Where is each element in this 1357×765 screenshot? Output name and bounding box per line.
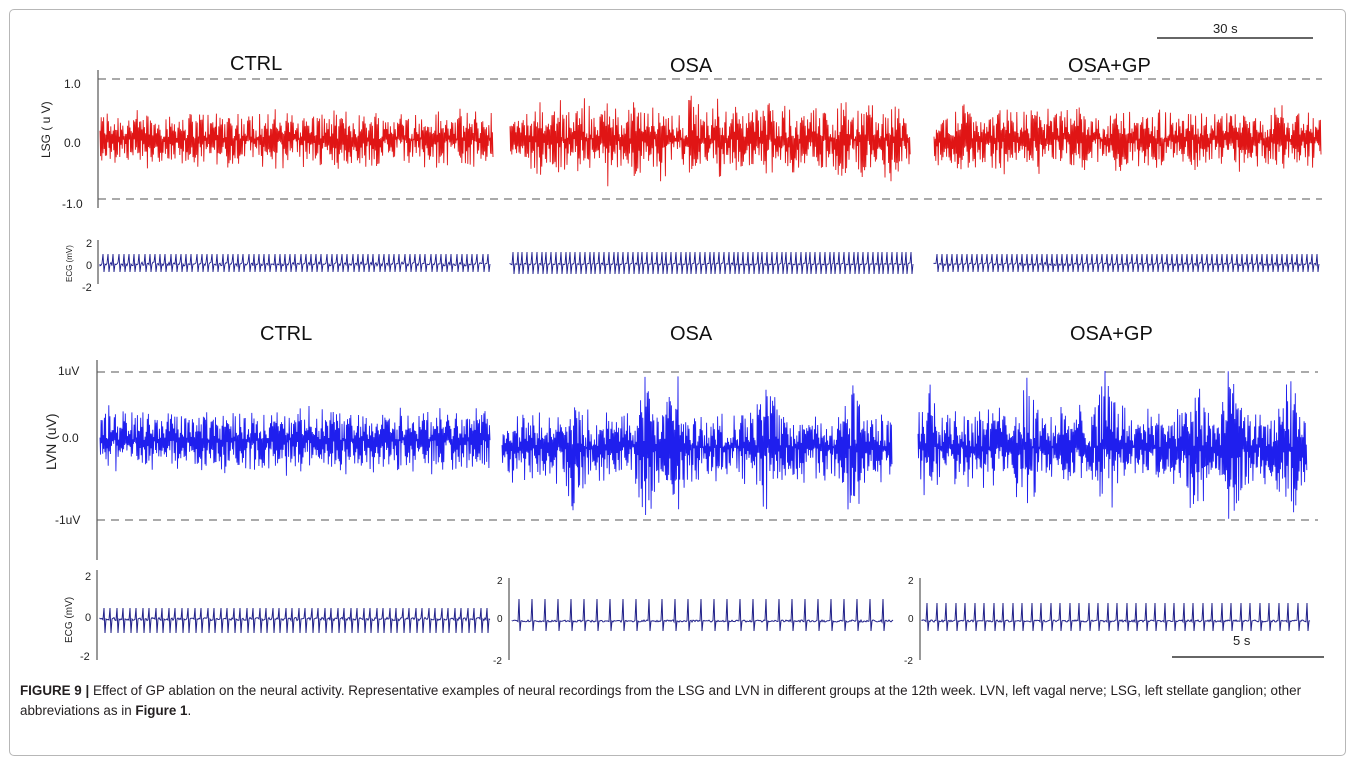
ecg-bottom-ytick-bot: -2 [80,651,90,663]
lvn-ytick-top: 1uV [58,364,79,378]
lsg-trace-ctrl [99,108,494,169]
ecg-bottom-osagp-ytick-top: 2 [908,576,914,587]
lvn-ytick-mid: 0.0 [62,431,79,445]
lvn-ytick-bot: -1uV [55,513,80,527]
lsg-ytick-mid: 0.0 [64,136,81,150]
lvn-title-osagp: OSA+GP [1070,323,1153,345]
lsg-panel: 30 s CTRL OSA OSA+GP 1.0 0.0 -1.0 LSG ( … [39,21,1322,294]
ecg-bottom-osagp-ytick-bot: -2 [904,656,913,667]
caption-figure-ref[interactable]: Figure 1 [135,703,188,718]
lvn-title-osa: OSA [670,323,713,345]
lsg-scale-bar-label: 30 s [1213,21,1238,36]
ecg-top-ytick-top: 2 [86,238,92,250]
caption-end: . [187,703,192,718]
lvn-trace-ctrl [99,405,491,476]
lsg-trace-osagp [933,104,1322,175]
ecg-top-ytick-mid: 0 [86,260,92,272]
lsg-ylabel: LSG ( u V) [39,101,53,158]
ecg-bottom-trace-osa [511,598,894,632]
ecg-bottom-trace-ctrl [99,607,491,634]
lvn-ylabel: LVN (uV) [43,413,59,470]
ecg-bottom-osa-ytick-bot: -2 [493,656,502,667]
lvn-scale-bar-label: 5 s [1233,633,1251,648]
ecg-bottom-ytick-mid: 0 [85,612,91,624]
ecg-bottom-ytick-top: 2 [85,571,91,583]
ecg-bottom-osa-ytick-top: 2 [497,576,503,587]
ecg-top-ytick-bot: -2 [82,282,92,294]
ecg-bottom-ylabel: ECG (mV) [64,597,75,643]
ecg-bottom-osa-ytick-mid: 0 [497,614,503,625]
ecg-top-trace-osagp [933,253,1320,273]
figure-frame [9,9,1346,756]
lvn-title-ctrl: CTRL [260,323,312,345]
ecg-top-trace-ctrl [99,253,491,273]
ecg-top-ylabel: ECG (mV) [65,245,74,282]
caption-label: FIGURE 9 | [20,683,90,698]
lsg-ytick-top: 1.0 [64,77,81,91]
ecg-bottom-osagp-ytick-mid: 0 [908,614,914,625]
ecg-top-trace-osa [509,251,914,275]
lvn-trace-osa [501,376,893,516]
lsg-ytick-bot: -1.0 [62,197,83,211]
lsg-trace-osa [509,95,911,187]
caption-text: Effect of GP ablation on the neural acti… [20,683,1302,718]
lsg-title-ctrl: CTRL [230,53,282,75]
ecg-bottom-trace-osagp [921,602,1311,632]
lsg-title-osa: OSA [670,55,713,77]
lsg-title-osagp: OSA+GP [1068,55,1151,77]
lvn-trace-osagp [917,370,1308,519]
lvn-panel: CTRL OSA OSA+GP 1uV 0.0 -1uV LVN (uV) 2 … [43,323,1324,667]
figure-caption: FIGURE 9 | Effect of GP ablation on the … [20,681,1335,721]
figure-svg: 30 s CTRL OSA OSA+GP 1.0 0.0 -1.0 LSG ( … [39,21,1324,667]
